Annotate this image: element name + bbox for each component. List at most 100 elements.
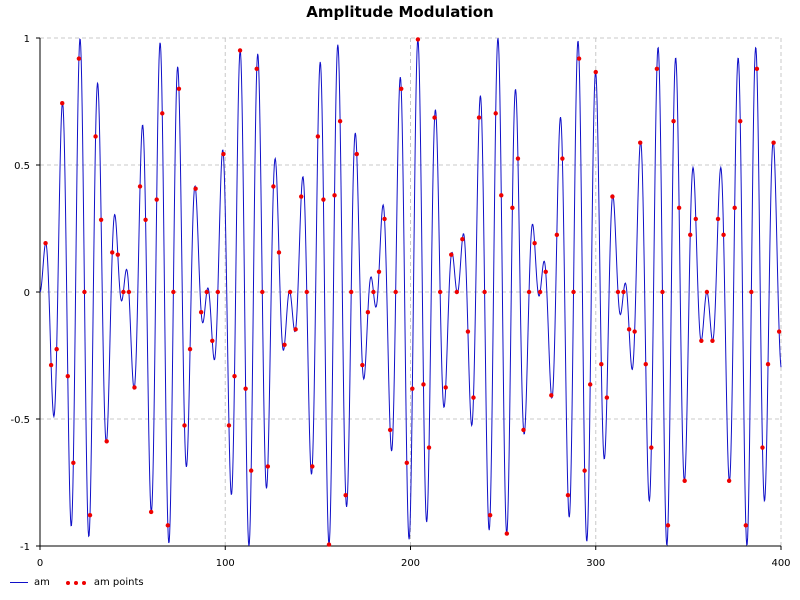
data-point	[721, 232, 726, 238]
data-point	[382, 216, 387, 222]
data-point	[237, 48, 243, 53]
data-point	[210, 338, 215, 343]
y-tick-label: 1	[24, 34, 30, 45]
x-tick-label: 200	[401, 558, 420, 569]
data-point	[326, 542, 332, 547]
data-point	[676, 205, 682, 211]
data-point	[260, 289, 265, 295]
data-point	[410, 386, 415, 391]
data-point	[543, 269, 548, 274]
data-point	[654, 66, 660, 72]
data-point	[198, 310, 204, 315]
data-point	[476, 115, 482, 120]
data-point	[426, 445, 432, 450]
data-point	[415, 37, 421, 42]
legend-line-swatch	[10, 582, 28, 583]
data-point	[93, 134, 98, 139]
data-point	[443, 385, 448, 390]
data-point	[360, 362, 365, 368]
data-point	[515, 156, 521, 161]
data-point	[148, 509, 154, 515]
y-tick-label: -1	[20, 542, 30, 553]
data-point	[371, 289, 376, 295]
data-point	[776, 329, 782, 334]
data-point	[554, 232, 560, 238]
data-point	[504, 531, 510, 536]
data-point	[115, 252, 121, 257]
data-point	[743, 523, 749, 528]
data-point	[621, 289, 626, 295]
data-point	[54, 346, 59, 352]
data-point	[315, 134, 321, 139]
data-point	[587, 382, 593, 387]
data-point	[110, 250, 115, 255]
data-point	[76, 56, 82, 61]
data-point	[754, 66, 760, 72]
data-point	[571, 289, 576, 295]
series-am	[39, 38, 782, 546]
data-point	[293, 327, 298, 332]
data-point	[582, 468, 587, 473]
legend: am am points	[10, 577, 160, 588]
data-point	[499, 193, 504, 198]
data-point	[715, 216, 721, 222]
data-point	[226, 423, 232, 428]
data-point	[215, 289, 221, 295]
data-point	[287, 289, 293, 295]
data-point	[549, 393, 554, 398]
data-point	[487, 512, 493, 518]
data-point	[98, 217, 104, 222]
data-point	[493, 111, 498, 116]
data-point	[593, 69, 598, 75]
tick-labels: 0 100 200 300 400 1 0.5 0 -0.5 -1	[10, 34, 790, 569]
legend-item-am-points: am points	[65, 577, 144, 588]
data-point	[660, 289, 665, 295]
data-point	[343, 493, 348, 498]
data-point	[449, 252, 454, 257]
data-point	[304, 289, 309, 295]
data-point	[749, 289, 754, 295]
data-point	[421, 382, 426, 387]
data-point	[404, 460, 409, 466]
data-point	[521, 427, 526, 433]
grid	[39, 37, 782, 547]
data-point	[399, 86, 404, 91]
data-point	[176, 86, 182, 91]
data-point	[310, 464, 315, 469]
data-point	[43, 241, 48, 246]
data-point	[354, 151, 359, 157]
legend-item-am: am	[10, 577, 50, 588]
x-tick-label: 300	[586, 558, 605, 569]
data-point	[432, 115, 437, 120]
data-point	[65, 373, 70, 379]
data-point	[321, 197, 326, 202]
data-point	[299, 194, 304, 199]
data-point	[87, 512, 93, 518]
data-point	[265, 464, 271, 469]
data-point	[171, 289, 176, 295]
data-point	[643, 362, 648, 367]
y-tick-label: 0.5	[14, 161, 30, 172]
series-line-am	[39, 38, 782, 546]
data-point	[393, 289, 398, 295]
data-point	[254, 66, 259, 72]
data-point	[104, 439, 109, 444]
data-point	[460, 236, 465, 242]
x-tick-label: 100	[216, 558, 235, 569]
data-point	[48, 362, 54, 368]
data-point	[376, 269, 382, 274]
data-point	[632, 329, 637, 334]
data-point	[760, 445, 765, 450]
data-point	[765, 362, 771, 367]
data-point	[437, 289, 443, 295]
data-point	[165, 523, 171, 528]
data-point	[337, 118, 343, 124]
data-point	[349, 289, 354, 295]
data-point	[671, 118, 676, 124]
series-am-points	[43, 37, 782, 547]
data-point	[193, 186, 198, 191]
data-point	[565, 493, 571, 498]
data-point	[182, 423, 187, 428]
data-point	[649, 445, 654, 450]
data-point	[121, 289, 126, 295]
